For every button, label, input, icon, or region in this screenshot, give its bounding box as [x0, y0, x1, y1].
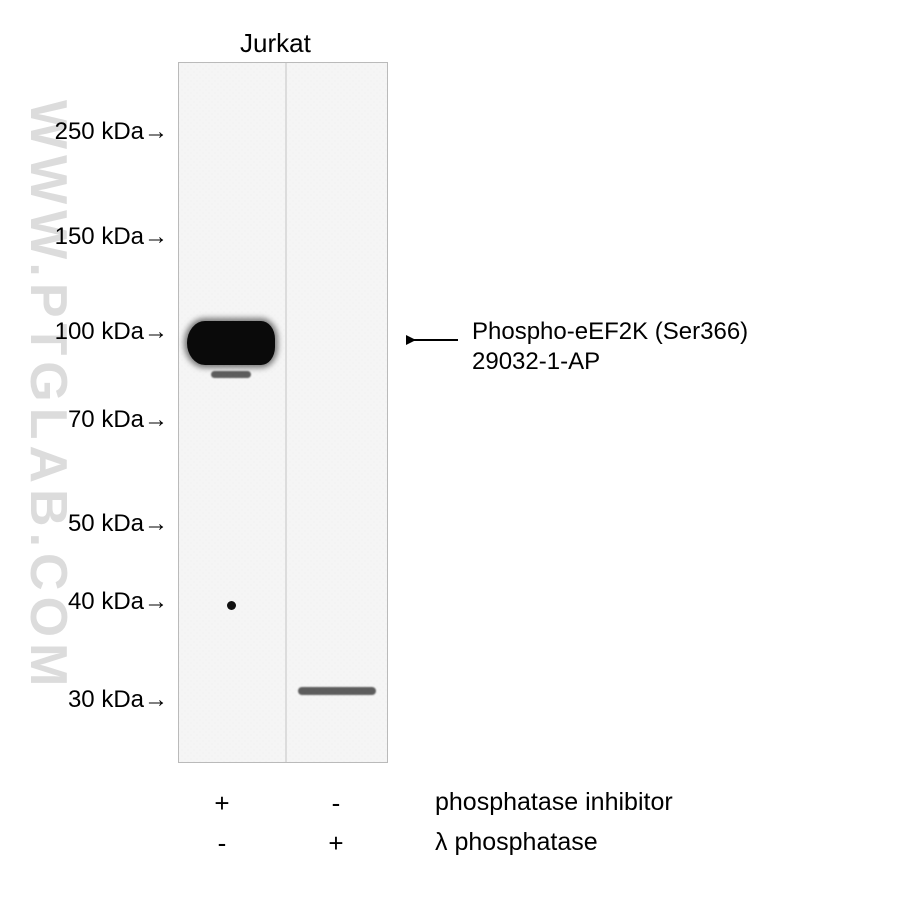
blot-band-faint [298, 687, 376, 695]
annotation-line-2: 29032-1-AP [472, 348, 600, 376]
annotation-arrow-icon [406, 328, 466, 352]
western-blot-panel [178, 62, 388, 763]
annotation-line-1: Phospho-eEF2K (Ser366) [472, 318, 748, 346]
treatment-symbol: - [212, 828, 232, 859]
blot-background [179, 63, 387, 762]
blot-band-faint [211, 371, 251, 378]
blot-band-strong [187, 321, 275, 365]
ladder-label: 50 kDa→ [0, 510, 168, 538]
treatment-symbol: + [326, 828, 346, 859]
ladder-label: 40 kDa→ [0, 588, 168, 616]
treatment-label: λ phosphatase [435, 828, 598, 857]
ladder-label: 150 kDa→ [0, 223, 168, 251]
ladder-label: 30 kDa→ [0, 686, 168, 714]
ladder-label: 250 kDa→ [0, 118, 168, 146]
ladder-label: 70 kDa→ [0, 406, 168, 434]
lane-separator [285, 63, 287, 762]
blot-speck [227, 601, 236, 610]
figure-container: WWW.PTGLAB.COM Jurkat Phospho-eEF2K (Ser… [0, 0, 900, 903]
treatment-symbol: - [326, 788, 346, 819]
treatment-label: phosphatase inhibitor [435, 788, 673, 817]
ladder-label: 100 kDa→ [0, 318, 168, 346]
lane-title: Jurkat [240, 28, 311, 59]
treatment-symbol: + [212, 788, 232, 819]
